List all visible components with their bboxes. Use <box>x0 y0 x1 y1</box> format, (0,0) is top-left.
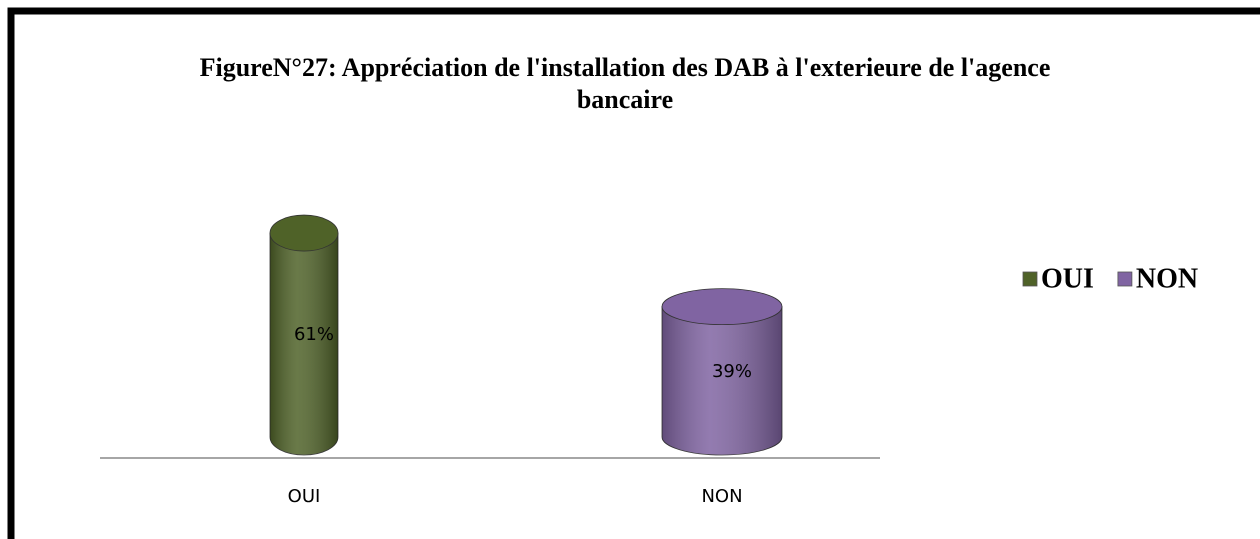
bar-top <box>269 214 339 252</box>
x-tick-label: OUI <box>288 486 321 507</box>
bar-top <box>661 288 783 326</box>
legend-label: OUI <box>1041 263 1094 294</box>
legend-swatch <box>1022 271 1038 287</box>
bar-shade <box>662 306 782 455</box>
data-label: 61% <box>294 324 334 345</box>
data-label: 39% <box>712 361 752 382</box>
x-tick-label: NON <box>701 486 742 507</box>
frame <box>7 7 1260 539</box>
legend-label: NON <box>1136 263 1198 294</box>
legend-swatch <box>1117 271 1133 287</box>
bar-shade <box>270 233 338 455</box>
chart-title: FigureN°27: Appréciation de l'installati… <box>199 53 1051 114</box>
